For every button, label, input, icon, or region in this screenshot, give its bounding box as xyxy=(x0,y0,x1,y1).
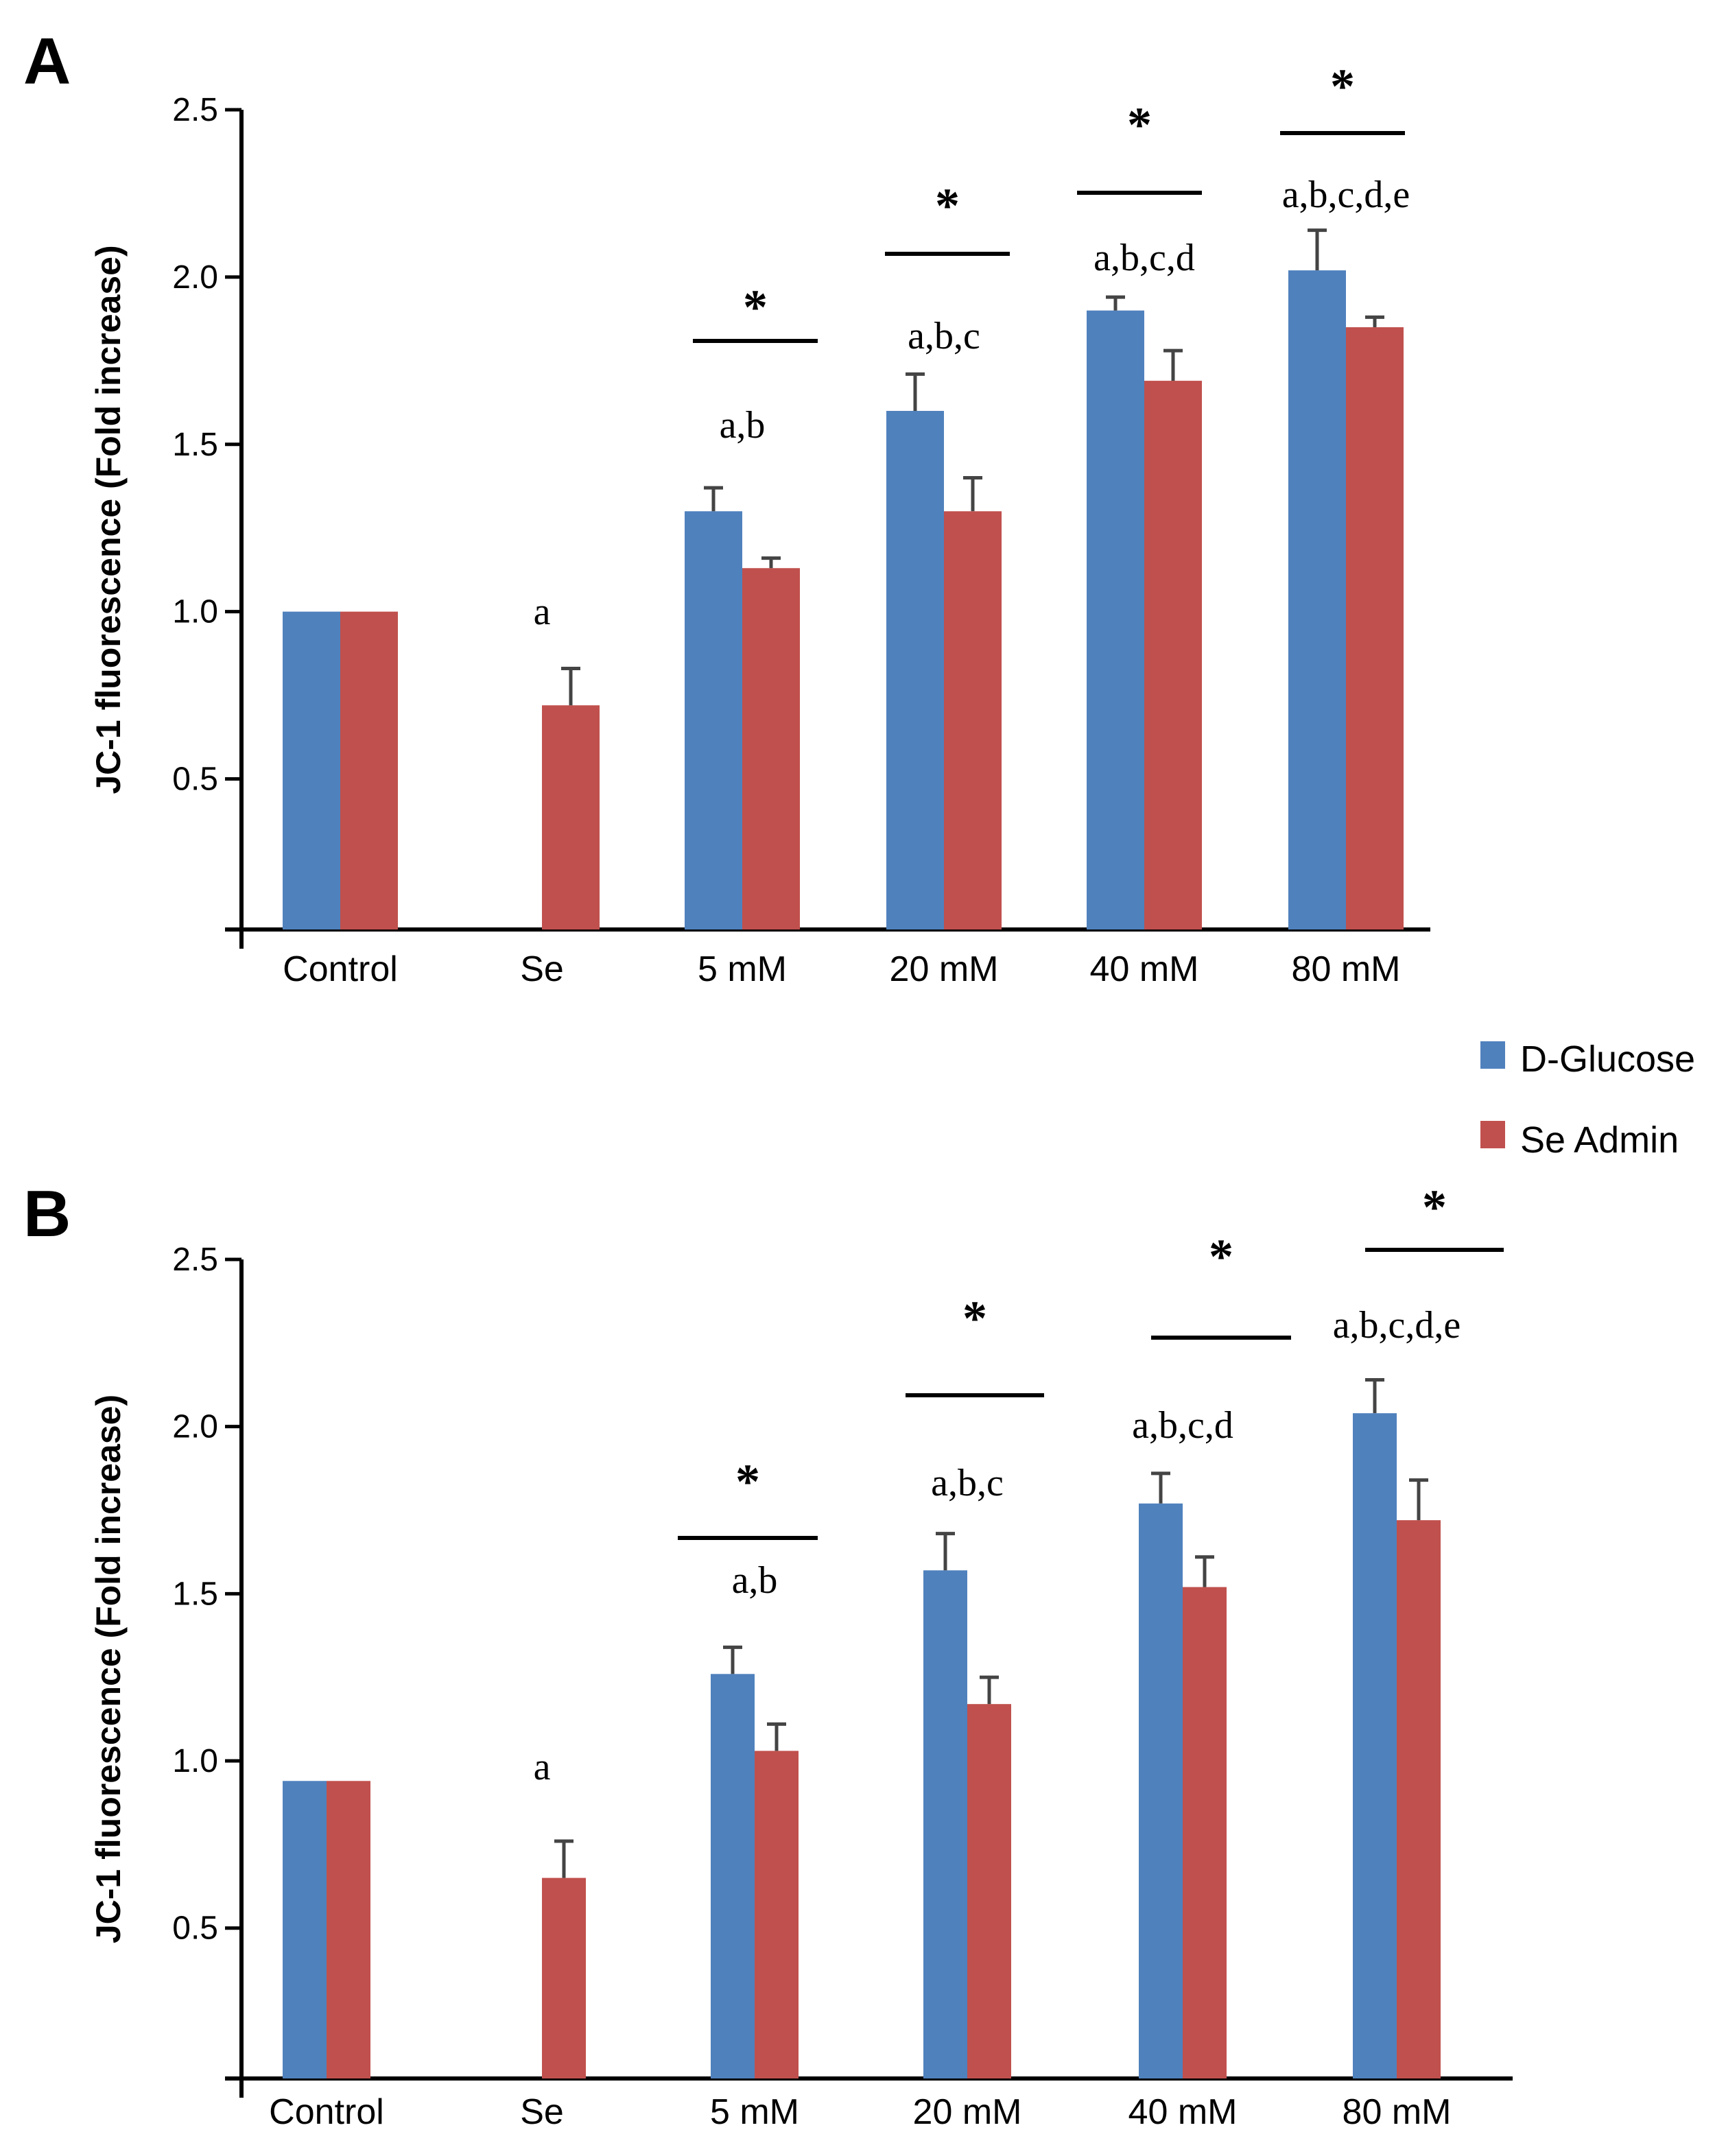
bar-se-admin xyxy=(340,611,398,929)
bar-se-admin xyxy=(542,1877,586,2078)
bar-d-glucose xyxy=(283,611,340,929)
bar-d-glucose xyxy=(283,1781,327,2078)
y-tick-label: 0.5 xyxy=(172,1910,218,1947)
significance-letters: a,b xyxy=(720,404,766,447)
y-tick-label: 2.5 xyxy=(172,1242,218,1278)
x-tick-label: Se xyxy=(520,2092,564,2132)
significance-star: * xyxy=(1422,1180,1447,1235)
x-tick-label: 40 mM xyxy=(1090,949,1199,989)
bar-se-admin xyxy=(944,511,1002,929)
significance-star: * xyxy=(735,1454,760,1509)
significance-letters: a,b,c,d xyxy=(1093,237,1195,279)
y-axis-label: JC-1 fluorescence (Fold increase) xyxy=(89,245,128,794)
bar-se-admin xyxy=(755,1751,799,2078)
significance-letters: a,b xyxy=(732,1559,778,1602)
significance-letters: a,b,c xyxy=(931,1462,1004,1504)
y-tick-label: 1.5 xyxy=(172,427,218,463)
legend-swatch-d-glucose xyxy=(1480,1041,1505,1069)
bar-se-admin xyxy=(967,1704,1011,2078)
y-tick-label: 1.0 xyxy=(172,1743,218,1779)
bar-se-admin xyxy=(1183,1587,1227,2078)
x-tick-label: Control xyxy=(269,2092,384,2132)
panel-letter: A xyxy=(23,25,71,98)
significance-star: * xyxy=(1209,1229,1233,1284)
x-tick-label: 20 mM xyxy=(890,949,999,989)
bar-se-admin xyxy=(1144,381,1202,929)
y-tick-label: 2.0 xyxy=(172,1409,218,1445)
significance-star: * xyxy=(1330,59,1355,114)
significance-star: * xyxy=(935,178,960,233)
significance-letters: a,b,c,d,e xyxy=(1333,1304,1461,1347)
legend-swatch-se-admin xyxy=(1480,1121,1505,1148)
significance-star: * xyxy=(962,1291,987,1346)
bar-se-admin xyxy=(1346,327,1404,930)
y-tick-label: 2.0 xyxy=(172,259,218,296)
x-tick-label: 5 mM xyxy=(698,949,787,989)
significance-letters: a xyxy=(534,1746,551,1788)
panel-b: B 0.5 1.0 1.5 2.0 2.5 JC-1 fluorescence (Fold … xyxy=(23,1177,1513,2132)
bar-se-admin xyxy=(1397,1520,1441,2078)
x-tick-label: 80 mM xyxy=(1292,949,1401,989)
bar-d-glucose xyxy=(1087,310,1144,929)
panel-a: A 0.5 1.0 1.5 2.0 2.5 JC-1 fluorescence (Fold … xyxy=(23,25,1430,989)
x-tick-label: 40 mM xyxy=(1128,2092,1238,2132)
bar-d-glucose xyxy=(685,511,742,929)
legend-label: D-Glucose xyxy=(1520,1039,1695,1080)
bar-d-glucose xyxy=(1139,1503,1183,2078)
x-tick-label: Se xyxy=(520,949,564,989)
legend: D-Glucose Se Admin xyxy=(1480,1039,1695,1161)
bar-se-admin xyxy=(542,705,600,929)
y-tick-label: 1.0 xyxy=(172,594,218,630)
significance-star: * xyxy=(743,280,768,335)
x-tick-label: 80 mM xyxy=(1343,2092,1452,2132)
y-axis-label: JC-1 fluorescence (Fold increase) xyxy=(89,1395,128,1943)
bar-d-glucose xyxy=(923,1570,967,2078)
significance-letters: a,b,c,d,e xyxy=(1282,174,1410,216)
bar-d-glucose xyxy=(711,1674,755,2078)
bar-se-admin xyxy=(327,1781,370,2078)
significance-letters: a,b,c,d xyxy=(1132,1404,1233,1447)
panel-letter: B xyxy=(23,1177,71,1251)
bar-d-glucose xyxy=(1288,270,1346,929)
y-tick-label: 1.5 xyxy=(172,1576,218,1612)
significance-star: * xyxy=(1127,97,1152,152)
significance-letters: a,b,c xyxy=(908,315,980,357)
significance-letters: a xyxy=(534,591,551,633)
bar-se-admin xyxy=(742,568,800,929)
x-tick-label: Control xyxy=(283,949,398,989)
bar-d-glucose xyxy=(1353,1413,1397,2078)
y-tick-label: 0.5 xyxy=(172,761,218,798)
x-tick-label: 5 mM xyxy=(710,2092,799,2132)
y-tick-label: 2.5 xyxy=(172,92,218,128)
bar-d-glucose xyxy=(886,410,944,929)
legend-label: Se Admin xyxy=(1520,1120,1679,1161)
x-tick-label: 20 mM xyxy=(913,2092,1022,2132)
